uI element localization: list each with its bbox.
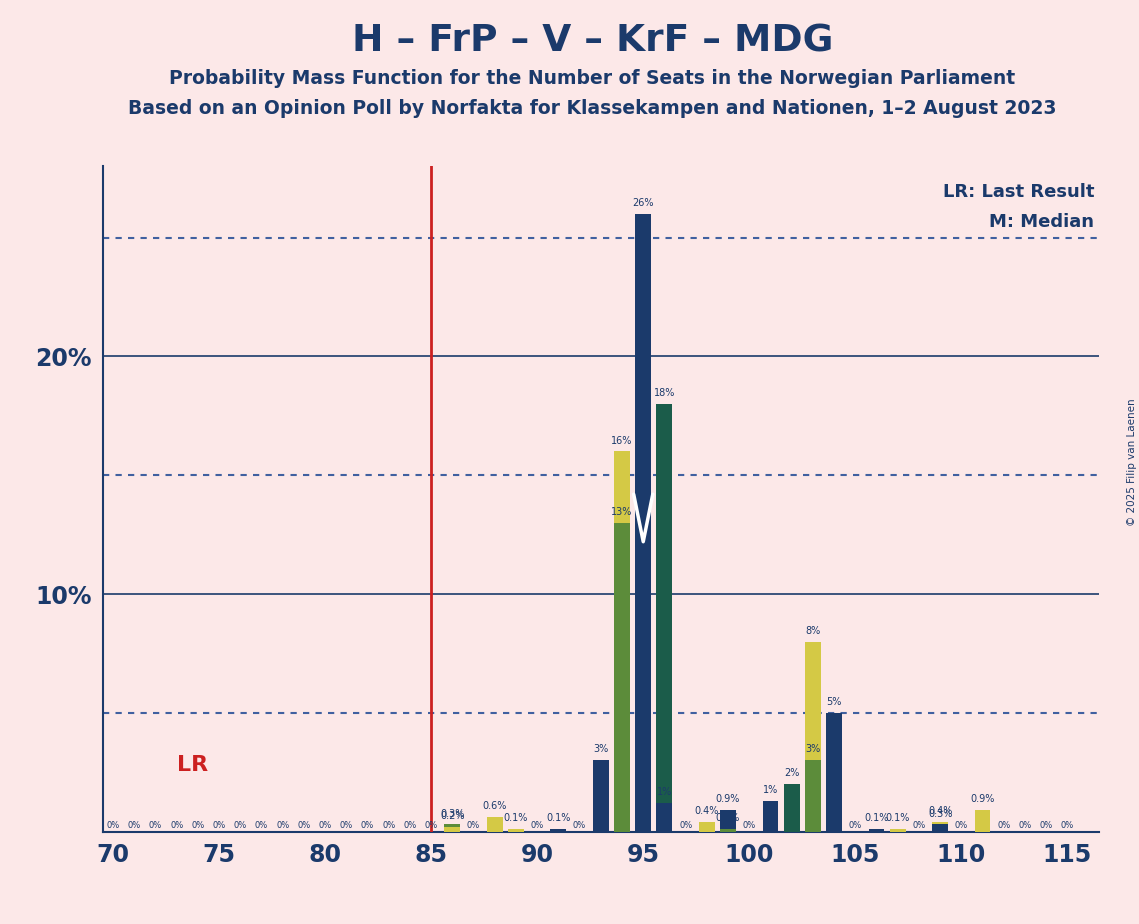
Text: 0.6%: 0.6%	[483, 801, 507, 811]
Text: 0.1%: 0.1%	[865, 813, 888, 823]
Bar	[805, 641, 821, 832]
Text: 0%: 0%	[213, 821, 226, 830]
Bar	[656, 803, 672, 832]
Text: 0.1%: 0.1%	[885, 813, 910, 823]
Text: 0%: 0%	[128, 821, 141, 830]
Text: 0%: 0%	[531, 821, 543, 830]
Bar	[762, 801, 778, 832]
Text: 2%: 2%	[784, 768, 800, 778]
Bar	[720, 810, 736, 832]
Text: 16%: 16%	[612, 435, 633, 445]
Text: 0.3%: 0.3%	[928, 808, 952, 819]
Text: 0.3%: 0.3%	[440, 808, 465, 819]
Text: 0%: 0%	[912, 821, 926, 830]
Bar	[614, 523, 630, 832]
Text: 0%: 0%	[319, 821, 331, 830]
Text: LR: Last Result: LR: Last Result	[943, 183, 1095, 201]
Text: 0%: 0%	[849, 821, 862, 830]
Text: 0%: 0%	[106, 821, 120, 830]
Text: 0.4%: 0.4%	[695, 806, 719, 816]
Text: 0.1%: 0.1%	[716, 813, 740, 823]
Text: 1%: 1%	[763, 784, 778, 795]
Bar	[890, 829, 906, 832]
Text: 3%: 3%	[805, 745, 820, 754]
Bar	[550, 829, 566, 832]
Text: 0%: 0%	[255, 821, 268, 830]
Text: H – FrP – V – KrF – MDG: H – FrP – V – KrF – MDG	[352, 23, 833, 59]
Text: 0%: 0%	[297, 821, 311, 830]
Bar	[699, 822, 715, 832]
Bar	[975, 810, 991, 832]
Text: 0%: 0%	[191, 821, 205, 830]
Text: 0.4%: 0.4%	[928, 806, 952, 816]
Text: 0%: 0%	[425, 821, 437, 830]
Text: 26%: 26%	[632, 198, 654, 208]
Text: 0%: 0%	[954, 821, 968, 830]
Text: 0%: 0%	[743, 821, 756, 830]
Text: 0%: 0%	[276, 821, 289, 830]
Bar	[508, 829, 524, 832]
Bar	[444, 827, 460, 832]
Text: 0.9%: 0.9%	[716, 795, 740, 804]
Bar	[869, 829, 885, 832]
Text: 0%: 0%	[467, 821, 481, 830]
Bar	[636, 213, 652, 832]
Text: 0%: 0%	[679, 821, 693, 830]
Bar	[932, 824, 948, 832]
Text: 0.1%: 0.1%	[547, 813, 571, 823]
Text: Based on an Opinion Poll by Norfakta for Klassekampen and Nationen, 1–2 August 2: Based on an Opinion Poll by Norfakta for…	[128, 99, 1057, 118]
Bar	[932, 822, 948, 832]
Text: 0%: 0%	[1060, 821, 1074, 830]
Bar	[614, 452, 630, 832]
Text: 0%: 0%	[361, 821, 375, 830]
Text: 18%: 18%	[654, 388, 675, 398]
Text: 0%: 0%	[1018, 821, 1032, 830]
Text: 0%: 0%	[233, 821, 247, 830]
Bar	[656, 404, 672, 832]
Text: 13%: 13%	[612, 506, 633, 517]
Bar	[826, 712, 842, 832]
Bar	[784, 784, 800, 832]
Bar	[805, 760, 821, 832]
Text: 0%: 0%	[573, 821, 587, 830]
Bar	[593, 760, 608, 832]
Text: 1%: 1%	[657, 787, 672, 797]
Bar	[444, 824, 460, 832]
Text: Probability Mass Function for the Number of Seats in the Norwegian Parliament: Probability Mass Function for the Number…	[170, 69, 1015, 89]
Text: 0%: 0%	[383, 821, 395, 830]
Text: 0.1%: 0.1%	[503, 813, 528, 823]
Text: 0%: 0%	[149, 821, 162, 830]
Text: 5%: 5%	[827, 697, 842, 707]
Text: LR: LR	[178, 755, 208, 775]
Text: 0.9%: 0.9%	[970, 795, 994, 804]
Text: 0%: 0%	[170, 821, 183, 830]
Text: 0%: 0%	[403, 821, 417, 830]
Text: 0%: 0%	[1040, 821, 1052, 830]
Bar	[720, 829, 736, 832]
Text: 8%: 8%	[805, 626, 820, 636]
Text: 0.2%: 0.2%	[440, 811, 465, 821]
Text: 0%: 0%	[997, 821, 1010, 830]
Text: M: Median: M: Median	[989, 213, 1095, 231]
Bar	[486, 818, 502, 832]
Text: 0%: 0%	[339, 821, 353, 830]
Text: © 2025 Filip van Laenen: © 2025 Filip van Laenen	[1126, 398, 1137, 526]
Text: 3%: 3%	[593, 745, 608, 754]
